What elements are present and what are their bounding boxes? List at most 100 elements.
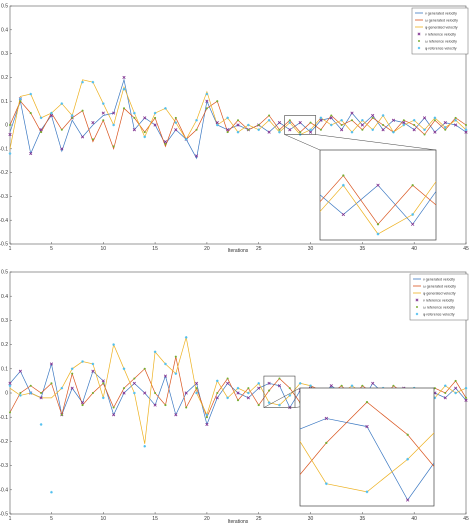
data-point xyxy=(184,336,188,339)
data-point xyxy=(278,377,281,380)
data-point xyxy=(267,381,271,385)
data-point xyxy=(444,391,447,395)
data-point xyxy=(112,406,115,409)
data-point xyxy=(361,118,364,122)
x-tick-label: 30 xyxy=(308,516,314,522)
data-point xyxy=(309,384,312,388)
data-point xyxy=(329,116,333,120)
y-tick-label: 0.5 xyxy=(1,4,8,10)
data-point xyxy=(133,116,136,119)
data-point xyxy=(443,126,447,129)
data-point xyxy=(443,396,447,400)
inset-data-point xyxy=(365,490,369,494)
x-tick-label: 5 xyxy=(50,516,53,522)
data-point xyxy=(29,384,32,387)
data-point xyxy=(132,381,136,385)
legend-swatch xyxy=(418,40,420,42)
inset-data-point xyxy=(406,433,409,436)
y-tick-label: -0.5 xyxy=(0,242,8,248)
data-point xyxy=(257,404,260,407)
data-point xyxy=(371,116,374,119)
data-point xyxy=(71,372,74,375)
legend-label: ω generated velocity xyxy=(423,284,456,288)
data-point xyxy=(454,118,457,122)
data-point xyxy=(70,386,74,390)
inset-data-point xyxy=(411,184,414,187)
data-point xyxy=(257,128,261,132)
data-point xyxy=(216,391,219,395)
data-point xyxy=(122,367,126,371)
data-point xyxy=(454,379,457,382)
data-point xyxy=(91,391,94,395)
data-point xyxy=(350,384,354,388)
data-point xyxy=(40,391,43,395)
data-point xyxy=(174,116,177,119)
legend-entry: ω generated velocity xyxy=(413,284,456,288)
data-point xyxy=(174,355,177,358)
data-point xyxy=(19,97,22,101)
data-point xyxy=(433,119,436,122)
legend-swatch xyxy=(417,32,421,36)
data-point xyxy=(215,379,219,383)
data-point xyxy=(184,137,188,141)
data-point xyxy=(49,362,54,366)
chart-1: 0.50.40.30.20.10-0.1-0.2-0.3-0.4-0.51 5 10… xyxy=(0,4,469,254)
data-point xyxy=(247,123,250,127)
legend-entry: v reference velocity xyxy=(417,32,456,36)
data-point xyxy=(184,391,188,395)
inset-data-point xyxy=(376,183,380,187)
data-point xyxy=(8,381,12,385)
data-point xyxy=(122,88,126,91)
data-point xyxy=(102,119,105,122)
data-point xyxy=(267,401,271,404)
y-tick-label: 0.2 xyxy=(1,342,8,348)
data-point xyxy=(143,116,147,120)
data-point xyxy=(112,111,116,115)
chart-2: 0.50.40.30.20.10-0.1-0.2-0.3-0.4-0.51 5 10… xyxy=(0,270,469,525)
legend-label: ω generated velocity xyxy=(425,18,458,22)
zoom-box xyxy=(284,115,317,135)
legend-swatch xyxy=(417,46,421,50)
data-point xyxy=(60,147,64,151)
data-point xyxy=(433,116,437,120)
data-point xyxy=(288,119,291,122)
data-point xyxy=(391,118,396,122)
data-point xyxy=(154,391,157,395)
legend-label: φ generated velocity xyxy=(425,25,458,29)
data-point xyxy=(454,386,458,390)
data-point xyxy=(174,372,178,375)
y-tick-label: 0.1 xyxy=(1,99,8,105)
data-point xyxy=(101,111,105,115)
data-point xyxy=(361,384,364,387)
data-point xyxy=(91,121,95,125)
inset-data-point xyxy=(342,174,345,177)
zoom-inset-plot xyxy=(300,401,434,502)
data-point xyxy=(153,403,157,407)
data-point xyxy=(226,377,229,380)
data-point xyxy=(70,367,74,371)
inset-data-point xyxy=(325,441,328,445)
data-point xyxy=(153,111,157,115)
data-point xyxy=(288,128,292,132)
y-tick-label: 0.3 xyxy=(1,51,8,57)
data-point xyxy=(164,362,167,366)
data-point xyxy=(350,119,354,122)
legend-entry: φ generated velocity xyxy=(413,291,456,295)
data-point xyxy=(143,391,147,395)
data-point xyxy=(443,384,447,388)
inset-data-point xyxy=(405,498,410,502)
data-point xyxy=(236,391,240,395)
data-point xyxy=(319,118,323,122)
data-point xyxy=(330,114,333,117)
x-tick-label: 35 xyxy=(360,516,366,522)
inset-data-point xyxy=(365,401,369,404)
inset-data-point xyxy=(341,183,345,187)
data-point xyxy=(50,382,53,385)
data-point xyxy=(309,128,312,132)
legend-label: φ generated velocity xyxy=(423,291,456,295)
series-markers-5 xyxy=(8,100,468,148)
data-point xyxy=(101,396,105,400)
data-point xyxy=(464,396,468,399)
data-point xyxy=(236,130,240,134)
data-point xyxy=(133,111,136,115)
